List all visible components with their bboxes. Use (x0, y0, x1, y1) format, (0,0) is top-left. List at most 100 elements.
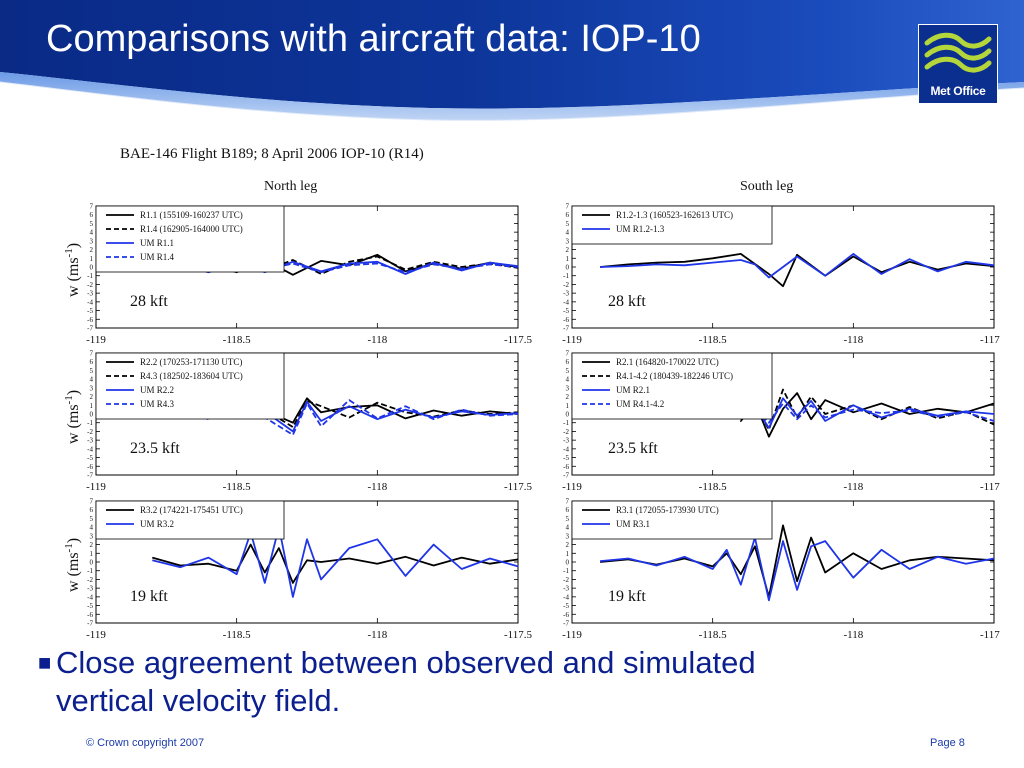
x-tick-label: -118.5 (699, 334, 728, 346)
y-tick-label: 7 (90, 350, 94, 358)
y-tick-label: 7 (90, 203, 94, 211)
y-tick-label: 4 (90, 376, 94, 384)
column-title-north: North leg (264, 179, 317, 194)
y-tick-label: 6 (566, 211, 570, 219)
legend-label: R4.1-4.2 (180439-182246 UTC) (616, 371, 733, 381)
altitude-label: 23.5 kft (130, 440, 180, 457)
y-tick-label: -1 (563, 419, 569, 427)
header-swoosh (0, 0, 1024, 121)
legend-box (571, 352, 773, 420)
x-tick-label: -119 (86, 334, 106, 346)
y-tick-label: 6 (90, 211, 94, 219)
bullet-point: ■ Close agreement between observed and s… (38, 644, 818, 720)
y-tick-label: 6 (566, 506, 570, 514)
y-axis-label: w (ms-1) (63, 390, 82, 444)
legend-label: R1.4 (162905-164000 UTC) (140, 224, 243, 234)
series-line (600, 536, 995, 602)
y-tick-label: 7 (566, 350, 570, 358)
y-tick-label: -5 (563, 307, 569, 315)
altitude-label: 28 kft (130, 293, 168, 310)
y-tick-label: -1 (87, 567, 93, 575)
y-tick-label: 5 (566, 220, 570, 228)
y-tick-label: 6 (566, 358, 570, 366)
legend-label: UM R2.1 (616, 385, 650, 395)
y-tick-label: 5 (90, 367, 94, 375)
legend-box (95, 352, 285, 420)
legend-label: R4.3 (182502-183604 UTC) (140, 371, 243, 381)
x-tick-label: -119 (562, 334, 582, 346)
y-tick-label: -6 (563, 463, 569, 471)
bullet-marker: ■ (38, 650, 52, 675)
series-line (600, 253, 995, 279)
y-tick-label: 4 (90, 524, 94, 532)
x-tick-label: -118.5 (223, 481, 252, 493)
y-tick-label: 1 (90, 550, 94, 558)
x-tick-label: -118 (843, 629, 863, 640)
legend-label: R2.2 (170253-171130 UTC) (140, 357, 242, 367)
x-tick-label: -118.5 (699, 481, 728, 493)
y-tick-label: -2 (563, 576, 569, 584)
y-tick-label: 7 (90, 498, 94, 506)
y-tick-label: 7 (566, 203, 570, 211)
y-tick-label: 1 (566, 550, 570, 558)
bullet-text: Close agreement between observed and sim… (56, 645, 756, 718)
y-tick-label: -3 (563, 585, 569, 593)
y-tick-label: -3 (563, 437, 569, 445)
y-tick-label: 7 (566, 498, 570, 506)
legend-box (571, 205, 773, 245)
y-tick-label: -3 (563, 290, 569, 298)
y-tick-label: -2 (87, 576, 93, 584)
y-tick-label: 0 (90, 264, 94, 272)
legend-label: R2.1 (164820-170022 UTC) (616, 357, 719, 367)
y-tick-label: 4 (566, 376, 570, 384)
y-tick-label: -7 (87, 472, 93, 480)
x-tick-label: -117.5 (504, 629, 533, 640)
y-tick-label: -5 (563, 454, 569, 462)
legend-label: R3.2 (174221-175451 UTC) (140, 505, 243, 515)
y-tick-label: -6 (563, 316, 569, 324)
y-tick-label: -6 (563, 611, 569, 619)
y-tick-label: 1 (566, 255, 570, 263)
legend-label: UM R4.1-4.2 (616, 399, 664, 409)
y-tick-label: -4 (87, 445, 93, 453)
y-tick-label: 3 (566, 237, 570, 245)
x-tick-label: -119 (562, 629, 582, 640)
y-tick-label: 4 (566, 524, 570, 532)
legend-box (95, 205, 285, 273)
y-tick-label: -5 (87, 602, 93, 610)
y-tick-label: -7 (87, 325, 93, 333)
y-tick-label: -3 (87, 585, 93, 593)
x-tick-label: -118 (843, 481, 863, 493)
copyright-text: © Crown copyright 2007 (86, 737, 205, 749)
y-tick-label: 3 (90, 237, 94, 245)
y-tick-label: 6 (90, 358, 94, 366)
y-tick-label: 5 (90, 220, 94, 228)
x-tick-label: -118 (367, 481, 387, 493)
x-tick-label: -118.5 (223, 334, 252, 346)
y-tick-label: 2 (90, 393, 94, 401)
legend-label: R1.1 (155109-160237 UTC) (140, 210, 243, 220)
x-tick-label: -117.5 (504, 481, 533, 493)
y-tick-label: -3 (87, 290, 93, 298)
y-tick-label: 2 (566, 541, 570, 549)
legend-label: UM R1.1 (140, 238, 174, 248)
y-tick-label: -2 (87, 428, 93, 436)
x-tick-label: -118.5 (699, 629, 728, 640)
y-tick-label: 1 (566, 402, 570, 410)
y-tick-label: 0 (90, 559, 94, 567)
y-tick-label: -4 (563, 445, 569, 453)
y-tick-label: -6 (87, 611, 93, 619)
legend-label: UM R4.3 (140, 399, 175, 409)
y-tick-label: -7 (563, 620, 569, 628)
y-tick-label: 2 (90, 246, 94, 254)
y-tick-label: -4 (563, 593, 569, 601)
y-tick-label: -1 (563, 272, 569, 280)
legend-box (571, 500, 773, 540)
y-tick-label: 3 (90, 532, 94, 540)
y-tick-label: -5 (563, 602, 569, 610)
y-tick-label: 4 (566, 229, 570, 237)
y-axis-label: w (ms-1) (63, 243, 82, 297)
